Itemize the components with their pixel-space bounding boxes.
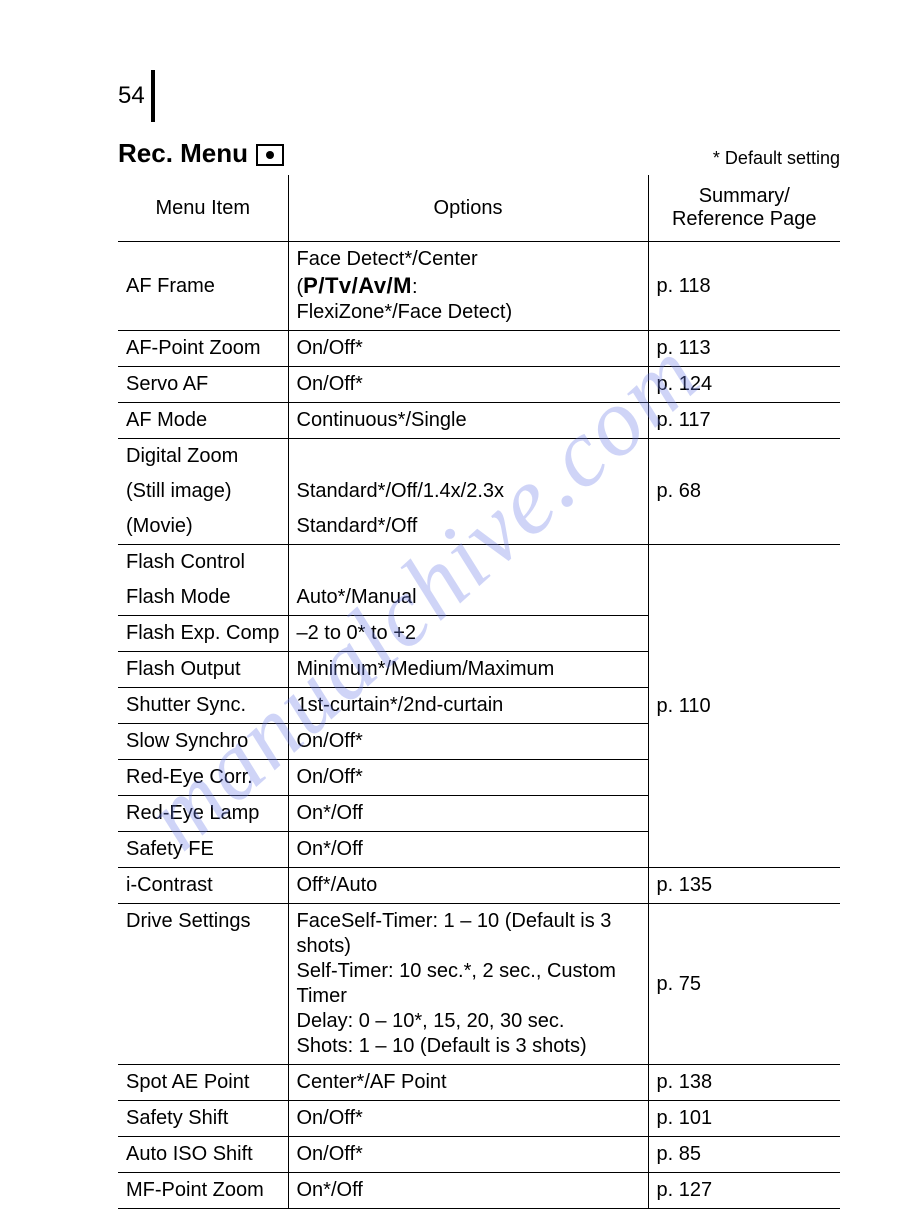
sub-item-name: (Movie) (118, 509, 288, 545)
item-options: On/Off* (288, 1137, 648, 1173)
table-row: MF-Point Zoom On*/Off p. 127 (118, 1173, 840, 1209)
item-name: AF Mode (118, 403, 288, 439)
item-ref: p. 113 (648, 331, 840, 367)
item-ref: p. 135 (648, 868, 840, 904)
item-options: Minimum*/Medium/Maximum (288, 652, 648, 688)
item-options: Standard*/Off/1.4x/2.3x (288, 474, 648, 509)
item-options: Auto*/Manual (288, 580, 648, 616)
item-ref: p. 75 (648, 904, 840, 1065)
item-ref: p. 138 (648, 1065, 840, 1101)
item-options: –2 to 0* to +2 (288, 616, 648, 652)
page-number-block: 54 (118, 70, 840, 122)
item-ref: p. 118 (648, 242, 840, 331)
sub-item-name: Flash Output (118, 652, 288, 688)
item-options: Off*/Auto (288, 868, 648, 904)
item-options: On*/Off (288, 1173, 648, 1209)
item-options: On*/Off (288, 832, 648, 868)
camera-icon (256, 144, 284, 166)
table-row: AF Mode Continuous*/Single p. 117 (118, 403, 840, 439)
item-options: On/Off* (288, 331, 648, 367)
item-name: Auto ISO Shift (118, 1137, 288, 1173)
sub-item-name: Flash Mode (118, 580, 288, 616)
item-options: On/Off* (288, 367, 648, 403)
table-row: Spot AE Point Center*/AF Point p. 138 (118, 1065, 840, 1101)
sub-item-name: (Still image) (118, 474, 288, 509)
col-header-item: Menu Item (118, 175, 288, 242)
item-options: FaceSelf-Timer: 1 – 10 (Default is 3 sho… (288, 904, 648, 1065)
opt-line: FlexiZone*/Face Detect) (297, 301, 513, 323)
table-row: i-Contrast Off*/Auto p. 135 (118, 868, 840, 904)
item-ref: p. 68 (648, 439, 840, 545)
table-row: AF Frame Face Detect*/Center (P/Tv/Av/M:… (118, 242, 840, 331)
sub-item-name: Slow Synchro (118, 724, 288, 760)
sub-item-name: Flash Exp. Comp (118, 616, 288, 652)
table-row: Servo AF On/Off* p. 124 (118, 367, 840, 403)
page-title: Rec. Menu (118, 138, 284, 169)
item-name: MF-Point Zoom (118, 1173, 288, 1209)
table-row: Drive Settings FaceSelf-Timer: 1 – 10 (D… (118, 904, 840, 1065)
table-header-row: Menu Item Options Summary/ Reference Pag… (118, 175, 840, 242)
item-ref: p. 101 (648, 1101, 840, 1137)
item-options: On/Off* (288, 760, 648, 796)
item-ref: p. 85 (648, 1137, 840, 1173)
item-ref: p. 127 (648, 1173, 840, 1209)
item-name: AF Frame (118, 242, 288, 331)
table-row: AF-Point Zoom On/Off* p. 113 (118, 331, 840, 367)
item-name: Servo AF (118, 367, 288, 403)
item-name: Digital Zoom (118, 439, 288, 475)
opt-line: Face Detect*/Center (297, 248, 478, 270)
sub-item-name: Red-Eye Corr. (118, 760, 288, 796)
item-name: Flash Control (118, 545, 288, 581)
item-ref: p. 124 (648, 367, 840, 403)
item-options: Face Detect*/Center (P/Tv/Av/M: FlexiZon… (288, 242, 648, 331)
item-name: i-Contrast (118, 868, 288, 904)
page-number: 54 (118, 82, 145, 110)
col-header-ref: Summary/ Reference Page (648, 175, 840, 242)
item-name: Spot AE Point (118, 1065, 288, 1101)
table-row: Digital Zoom p. 68 (118, 439, 840, 475)
item-options: On/Off* (288, 1101, 648, 1137)
item-name: Drive Settings (118, 904, 288, 1065)
item-options (288, 545, 648, 581)
sub-item-name: Shutter Sync. (118, 688, 288, 724)
item-options: Standard*/Off (288, 509, 648, 545)
title-text: Rec. Menu (118, 138, 248, 169)
item-name: Safety Shift (118, 1101, 288, 1137)
item-options: Center*/AF Point (288, 1065, 648, 1101)
item-options: 1st-curtain*/2nd-curtain (288, 688, 648, 724)
item-name: AF-Point Zoom (118, 331, 288, 367)
item-options (288, 439, 648, 475)
default-setting-note: * Default setting (713, 148, 840, 169)
item-ref: p. 110 (648, 545, 840, 868)
menu-table: Menu Item Options Summary/ Reference Pag… (118, 175, 840, 1209)
header-row: Rec. Menu * Default setting (118, 138, 840, 169)
item-options: Continuous*/Single (288, 403, 648, 439)
item-options: On/Off* (288, 724, 648, 760)
page-number-bar (151, 70, 155, 122)
table-row: Flash Control p. 110 (118, 545, 840, 581)
item-ref: p. 117 (648, 403, 840, 439)
opt-line: : (412, 276, 418, 298)
manual-page: manualchive.com 54 Rec. Menu * Default s… (0, 0, 918, 1188)
table-row: Auto ISO Shift On/Off* p. 85 (118, 1137, 840, 1173)
table-row: Safety Shift On/Off* p. 101 (118, 1101, 840, 1137)
item-options: On*/Off (288, 796, 648, 832)
col-header-options: Options (288, 175, 648, 242)
opt-bold: P/Tv/Av/M (303, 273, 412, 298)
sub-item-name: Safety FE (118, 832, 288, 868)
sub-item-name: Red-Eye Lamp (118, 796, 288, 832)
